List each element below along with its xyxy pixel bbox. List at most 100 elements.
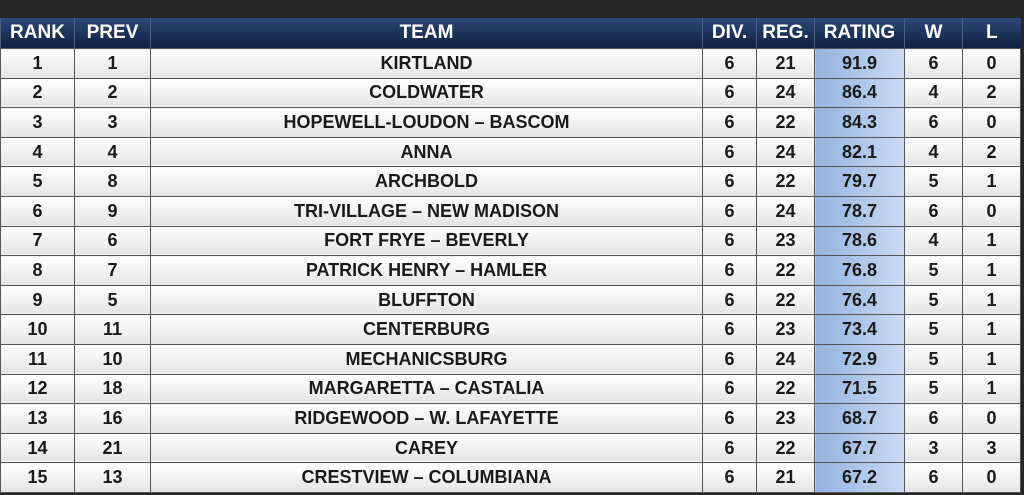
cell: 22 (756, 432, 815, 464)
cell: 6 (702, 107, 757, 138)
table-row: 14 21 CAREY 6 22 67.7 3 3 (0, 432, 1021, 464)
cell: 5 (904, 314, 963, 345)
cell: 6 (904, 195, 963, 227)
cell: 67.2 (814, 462, 905, 493)
table-row: 8 7 PATRICK HENRY – HAMLER 6 22 76.8 5 1 (0, 255, 1021, 286)
cell: ANNA (150, 136, 703, 168)
cell: 6 (702, 255, 757, 286)
cell: 1 (74, 48, 151, 79)
cell: 16 (74, 403, 151, 434)
cell: 4 (904, 77, 963, 109)
cell: 76.4 (814, 284, 905, 316)
cell: 6 (702, 136, 757, 168)
cell: 3 (0, 107, 75, 138)
cell: 21 (74, 432, 151, 464)
column-header: RANK (0, 18, 75, 49)
cell: 23 (756, 403, 815, 434)
cell: 79.7 (814, 166, 905, 197)
cell: 0 (962, 462, 1021, 493)
cell: 12 (0, 373, 75, 405)
cell: 6 (702, 195, 757, 227)
cell: CAREY (150, 432, 703, 464)
cell: 24 (756, 136, 815, 168)
cell: 22 (756, 166, 815, 197)
cell: 67.7 (814, 432, 905, 464)
cell: 7 (0, 225, 75, 257)
cell: 14 (0, 432, 75, 464)
cell: RIDGEWOOD – W. LAFAYETTE (150, 403, 703, 434)
cell: CENTERBURG (150, 314, 703, 345)
cell: TRI-VILLAGE – NEW MADISON (150, 195, 703, 227)
table-row: 13 16 RIDGEWOOD – W. LAFAYETTE 6 23 68.7 6 0 (0, 403, 1021, 434)
table-row: 12 18 MARGARETTA – CASTALIA 6 22 71.5 5 1 (0, 373, 1021, 405)
column-header: RATING (814, 18, 905, 49)
cell: 1 (962, 255, 1021, 286)
cell: 6 (702, 166, 757, 197)
cell: 6 (702, 284, 757, 316)
column-header: L (962, 18, 1021, 49)
table-row: 9 5 BLUFFTON 6 22 76.4 5 1 (0, 284, 1021, 316)
cell: 22 (756, 284, 815, 316)
cell: 24 (756, 343, 815, 375)
table-row: 6 9 TRI-VILLAGE – NEW MADISON 6 24 78.7 6 0 (0, 195, 1021, 227)
cell: 6 (702, 48, 757, 79)
cell: 82.1 (814, 136, 905, 168)
cell: COLDWATER (150, 77, 703, 109)
cell: 1 (0, 48, 75, 79)
cell: 22 (756, 107, 815, 138)
cell: 10 (0, 314, 75, 345)
cell: 76.8 (814, 255, 905, 286)
cell: 1 (962, 166, 1021, 197)
cell: 6 (702, 462, 757, 493)
cell: HOPEWELL-LOUDON – BASCOM (150, 107, 703, 138)
cell: 21 (756, 462, 815, 493)
column-header: PREV (74, 18, 151, 49)
cell: 5 (74, 284, 151, 316)
table-row: 10 11 CENTERBURG 6 23 73.4 5 1 (0, 314, 1021, 345)
cell: 6 (74, 225, 151, 257)
cell: 13 (0, 403, 75, 434)
cell: 0 (962, 107, 1021, 138)
column-header: TEAM (150, 18, 703, 49)
cell: 68.7 (814, 403, 905, 434)
cell: 4 (74, 136, 151, 168)
cell: 5 (904, 373, 963, 405)
table-row: 4 4 ANNA 6 24 82.1 4 2 (0, 136, 1021, 168)
cell: 1 (962, 284, 1021, 316)
cell: 3 (74, 107, 151, 138)
cell: 18 (74, 373, 151, 405)
cell: 4 (904, 225, 963, 257)
column-header: DIV. (702, 18, 757, 49)
cell: 6 (904, 462, 963, 493)
cell: 22 (756, 255, 815, 286)
cell: 2 (962, 77, 1021, 109)
cell: 1 (962, 343, 1021, 375)
table: RANK PREV TEAM DIV. REG. RATING W L 1 1 KIRTLAND 6… (0, 18, 1021, 493)
header-row: RANK PREV TEAM DIV. REG. RATING W L (0, 18, 1021, 49)
cell: 1 (962, 373, 1021, 405)
cell: 6 (702, 432, 757, 464)
cell: 4 (904, 136, 963, 168)
cell: BLUFFTON (150, 284, 703, 316)
cell: FORT FRYE – BEVERLY (150, 225, 703, 257)
cell: 8 (74, 166, 151, 197)
cell: 4 (0, 136, 75, 168)
cell: 71.5 (814, 373, 905, 405)
cell: CRESTVIEW – COLUMBIANA (150, 462, 703, 493)
cell: 3 (904, 432, 963, 464)
table-row: 3 3 HOPEWELL-LOUDON – BASCOM 6 22 84.3 6 0 (0, 107, 1021, 138)
cell: 73.4 (814, 314, 905, 345)
cell: 24 (756, 77, 815, 109)
cell: 0 (962, 403, 1021, 434)
cell: 6 (702, 314, 757, 345)
cell: 15 (0, 462, 75, 493)
table-row: 5 8 ARCHBOLD 6 22 79.7 5 1 (0, 166, 1021, 197)
table-row: 7 6 FORT FRYE – BEVERLY 6 23 78.6 4 1 (0, 225, 1021, 257)
cell: 78.6 (814, 225, 905, 257)
column-header: REG. (756, 18, 815, 49)
cell: 78.7 (814, 195, 905, 227)
cell: ARCHBOLD (150, 166, 703, 197)
cell: 2 (74, 77, 151, 109)
cell: 84.3 (814, 107, 905, 138)
cell: 1 (962, 225, 1021, 257)
